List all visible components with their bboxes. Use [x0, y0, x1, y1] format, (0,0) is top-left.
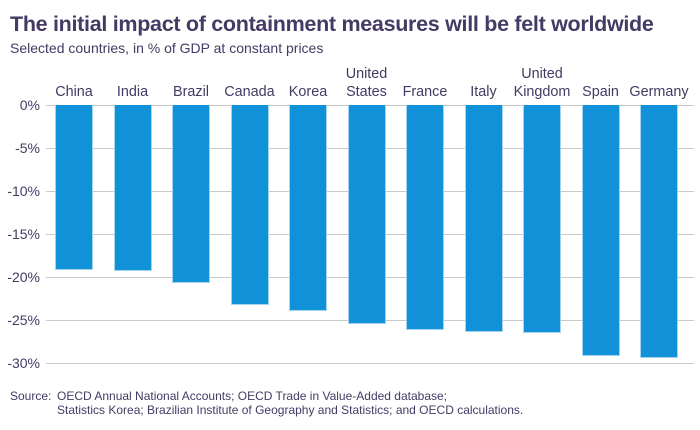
bar-france	[406, 105, 444, 330]
bar-germany	[640, 105, 678, 358]
source-line-2: Statistics Korea; Brazilian Institute of…	[57, 403, 524, 417]
y-axis-tick-label: 0%	[19, 97, 40, 113]
category-label-united-kingdom: United Kingdom	[513, 66, 571, 100]
source-text: OECD Annual National Accounts; OECD Trad…	[57, 389, 523, 417]
source-line-1: OECD Annual National Accounts; OECD Trad…	[57, 389, 448, 403]
bar-italy	[464, 105, 503, 332]
bar-china	[55, 105, 93, 270]
y-axis-tick-label: -30%	[7, 355, 40, 371]
category-label-india: India	[116, 83, 149, 100]
bar-united-kingdom	[523, 105, 561, 333]
gridline--30%	[46, 363, 694, 364]
category-label-canada: Canada	[224, 83, 275, 100]
category-label-united-states: United States	[345, 66, 388, 100]
bar-india	[113, 105, 152, 271]
bar-canada	[230, 105, 269, 305]
y-axis-tick-label: -10%	[7, 183, 40, 199]
y-axis-tick-label: -5%	[15, 140, 40, 156]
source-label: Source:	[10, 389, 52, 403]
category-label-italy: Italy	[470, 83, 497, 100]
bar-brazil	[172, 105, 210, 283]
y-axis-tick-label: -15%	[7, 226, 40, 242]
y-axis-tick-label: -20%	[7, 269, 40, 285]
y-axis-tick-label: -25%	[7, 312, 40, 328]
category-label-brazil: Brazil	[173, 83, 209, 100]
category-label-china: China	[55, 83, 93, 100]
category-label-france: France	[402, 83, 448, 100]
bar-united-states	[347, 105, 386, 324]
category-label-germany: Germany	[629, 83, 689, 100]
bar-korea	[289, 105, 327, 311]
chart-subtitle: Selected countries, in % of GDP at const…	[10, 40, 324, 56]
bar-spain	[581, 105, 620, 356]
source-note: Source: OECD Annual National Accounts; O…	[10, 389, 523, 417]
category-label-korea: Korea	[288, 83, 328, 100]
chart-title: The initial impact of containment measur…	[10, 12, 654, 36]
category-label-spain: Spain	[582, 83, 619, 100]
